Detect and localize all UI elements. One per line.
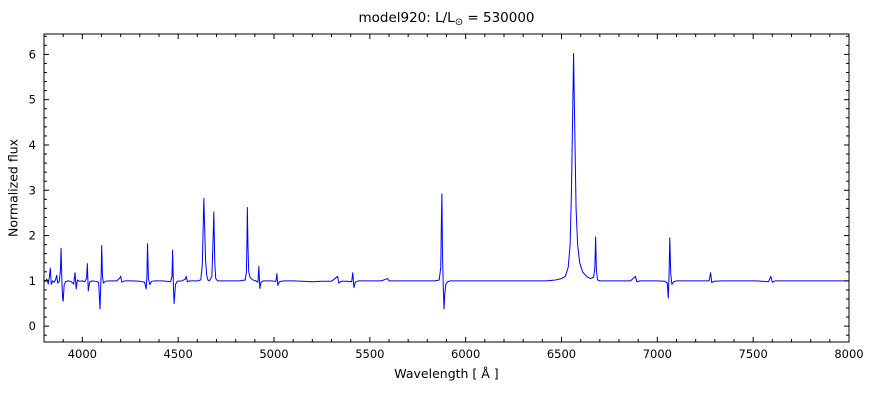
x-tick-label: 7000 [643,347,672,361]
x-axis-label: Wavelength [ Å ] [394,366,499,381]
x-tick-label: 6500 [547,347,576,361]
chart-title-suffix: = 530000 [463,10,535,26]
y-tick-label: 4 [29,138,36,152]
y-tick-label: 6 [29,47,36,61]
axes-frame [43,33,850,343]
y-tick-label: 1 [29,274,36,288]
chart-title: model920: L/L⊙ = 530000 [44,10,849,28]
chart-title-prefix: model920: L/L [358,10,455,26]
x-tick-label: 5000 [259,347,288,361]
y-tick-label: 3 [29,183,36,197]
sun-symbol: ⊙ [454,17,464,28]
x-tick-label: 6000 [451,347,480,361]
y-tick-label: 2 [29,229,36,243]
y-tick-label: 0 [29,319,36,333]
x-tick-label: 4500 [164,347,193,361]
x-tick-label: 5500 [355,347,384,361]
spectrum-line [43,52,849,310]
x-tick-label: 4000 [68,347,97,361]
y-axis-label: Normalized flux [5,138,21,238]
y-tick-label: 5 [29,93,36,107]
x-tick-label: 7500 [739,347,768,361]
x-tick-label: 8000 [834,347,863,361]
